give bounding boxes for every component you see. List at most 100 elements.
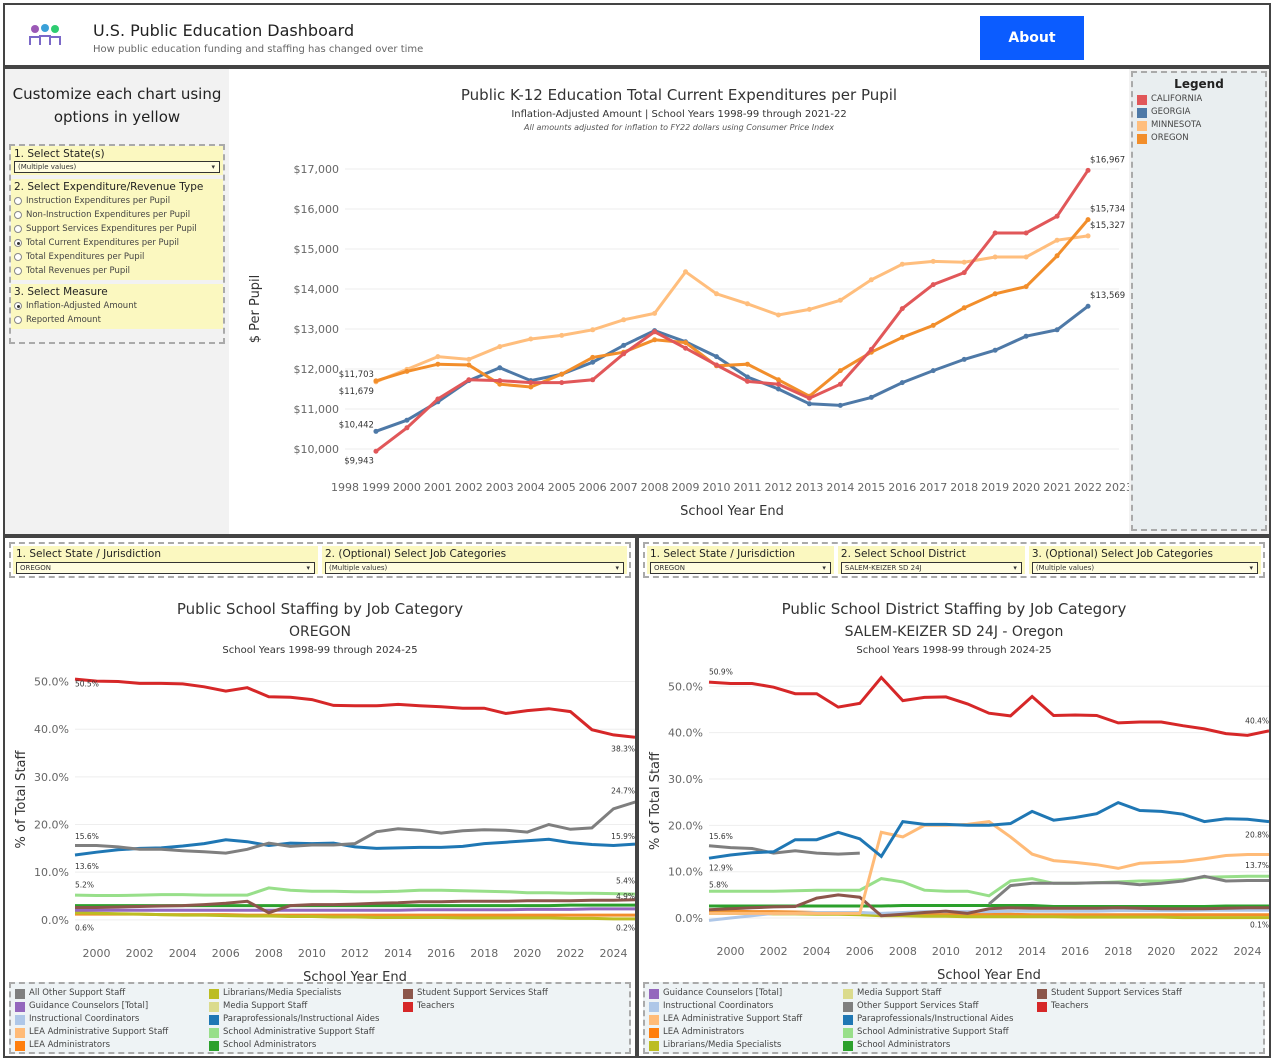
x-tick-label: 2016 — [888, 481, 916, 494]
legend-item[interactable]: Student Support Services Staff — [403, 987, 603, 1000]
legend-label: Paraprofessionals/Instructional Aides — [857, 1014, 1014, 1024]
job-category-dropdown[interactable]: (Multiple values) — [1031, 562, 1258, 574]
state-dropdown[interactable]: (Multiple values) — [14, 161, 220, 173]
x-tick-label: 2014 — [826, 481, 854, 494]
jurisdiction-dropdown[interactable]: OREGON — [650, 562, 831, 574]
legend-item[interactable]: Guidance Counselors [Total] — [15, 1000, 209, 1013]
legend-swatch — [649, 1014, 659, 1025]
legend-item[interactable]: Guidance Counselors [Total] — [649, 987, 843, 1000]
y-tick-label: 20.0% — [34, 819, 69, 832]
measure-filter: 3. Select Measure Inflation-Adjusted Amo… — [11, 284, 223, 329]
data-label: 0.6% — [75, 923, 94, 932]
y-axis-label: % of Total Staff — [648, 751, 663, 850]
legend-item[interactable]: Paraprofessionals/Instructional Aides — [843, 1013, 1037, 1026]
x-tick-label: 2009 — [672, 481, 700, 494]
filter-group: 1. Select State(s) (Multiple values) 2. … — [9, 144, 225, 344]
data-label: 20.8% — [1245, 830, 1269, 839]
district-control: 2. Select School District SALEM-KEIZER SD… — [837, 546, 1025, 574]
legend-item[interactable]: Instructional Coordinators — [649, 1000, 843, 1013]
legend-swatch — [1137, 94, 1147, 105]
legend-item[interactable]: LEA Administrative Support Staff — [15, 1026, 209, 1039]
legend-item[interactable]: Teachers — [403, 1000, 603, 1013]
radio-icon[interactable] — [14, 225, 22, 233]
jurisdiction-dropdown[interactable]: OREGON — [16, 562, 315, 574]
radio-icon[interactable] — [14, 239, 22, 247]
x-axis-label: School Year End — [303, 970, 407, 985]
radio-label: Instruction Expenditures per Pupil — [26, 196, 171, 206]
radio-icon[interactable] — [14, 267, 22, 275]
about-button[interactable]: About — [980, 16, 1084, 60]
radio-option[interactable]: Total Current Expenditures per Pupil — [14, 236, 220, 250]
legend-swatch — [649, 1027, 659, 1038]
legend-label: Guidance Counselors [Total] — [29, 1001, 149, 1011]
legend-swatch — [1137, 120, 1147, 131]
legend-item[interactable]: Paraprofessionals/Instructional Aides — [209, 1013, 403, 1026]
legend-item[interactable]: Librarians/Media Specialists — [649, 1039, 843, 1052]
legend-label: MINNESOTA — [1151, 120, 1202, 130]
job-category-dropdown[interactable]: (Multiple values) — [325, 562, 624, 574]
radio-option[interactable]: Reported Amount — [14, 313, 220, 327]
radio-icon[interactable] — [14, 253, 22, 261]
legend-item[interactable]: MINNESOTA — [1137, 119, 1261, 132]
legend-item[interactable]: School Administrative Support Staff — [843, 1026, 1037, 1039]
job-category-control: 3. (Optional) Select Job Categories (Mult… — [1028, 546, 1261, 574]
legend-item[interactable]: School Administrative Support Staff — [209, 1026, 403, 1039]
data-label: 5.4% — [616, 877, 635, 886]
radio-option[interactable]: Inflation-Adjusted Amount — [14, 299, 220, 313]
x-tick-label: 2006 — [579, 481, 607, 494]
series-line-student-support-services-staff — [75, 898, 635, 915]
legend-label: Teachers — [417, 1001, 455, 1011]
job-category-label: 2. (Optional) Select Job Categories — [325, 548, 507, 560]
radio-icon[interactable] — [14, 316, 22, 324]
radio-option[interactable]: Support Services Expenditures per Pupil — [14, 222, 220, 236]
radio-icon[interactable] — [14, 302, 22, 310]
legend-item[interactable]: Instructional Coordinators — [15, 1013, 209, 1026]
legend-item[interactable]: Media Support Staff — [209, 1000, 403, 1013]
legend-item[interactable]: School Administrators — [843, 1039, 1037, 1052]
legend-item[interactable]: CALIFORNIA — [1137, 93, 1261, 106]
legend-label: Instructional Coordinators — [663, 1001, 774, 1011]
series-line-school-administrators — [709, 904, 1269, 908]
series-line-school-administrative-support-staff — [74, 886, 635, 897]
data-label: 50.9% — [709, 668, 733, 677]
x-tick-label: 2001 — [424, 481, 452, 494]
legend-item[interactable]: OREGON — [1137, 132, 1261, 145]
x-tick-label: 2012 — [341, 947, 369, 960]
legend-item[interactable]: Other Support Services Staff — [843, 1000, 1037, 1013]
radio-label: Reported Amount — [26, 315, 101, 325]
radio-option[interactable]: Non-Instruction Expenditures per Pupil — [14, 208, 220, 222]
data-label: $9,943 — [344, 456, 374, 466]
x-tick-label: 2014 — [384, 947, 412, 960]
y-tick-label: 0.0% — [41, 914, 69, 927]
data-label: $10,442 — [339, 420, 374, 430]
x-axis-label: School Year End — [680, 504, 784, 519]
legend-swatch — [15, 1014, 25, 1025]
legend-item[interactable]: Teachers — [1037, 1000, 1237, 1013]
radio-option[interactable]: Total Revenues per Pupil — [14, 264, 220, 278]
radio-icon[interactable] — [14, 211, 22, 219]
legend-swatch — [15, 1027, 25, 1038]
legend-item[interactable]: Librarians/Media Specialists — [209, 987, 403, 1000]
x-tick-label: 2002 — [455, 481, 483, 494]
legend-item[interactable]: Student Support Services Staff — [1037, 987, 1237, 1000]
district-dropdown[interactable]: SALEM-KEIZER SD 24J — [840, 562, 1022, 574]
data-label: 13.6% — [75, 862, 99, 871]
legend-item[interactable]: LEA Administrators — [15, 1039, 209, 1052]
legend-item[interactable]: LEA Administrators — [649, 1026, 843, 1039]
district-label: 2. Select School District — [840, 548, 966, 560]
y-tick-label: 10.0% — [668, 866, 703, 879]
legend-item[interactable]: GEORGIA — [1137, 106, 1261, 119]
legend-item[interactable]: Media Support Staff — [843, 987, 1037, 1000]
x-tick-label: 2023 — [1105, 481, 1129, 494]
legend-item[interactable]: LEA Administrative Support Staff — [649, 1013, 843, 1026]
radio-option[interactable]: Instruction Expenditures per Pupil — [14, 194, 220, 208]
x-tick-label: 2005 — [548, 481, 576, 494]
x-tick-label: 2007 — [610, 481, 638, 494]
legend-item[interactable]: All Other Support Staff — [15, 987, 209, 1000]
radio-icon[interactable] — [14, 197, 22, 205]
radio-option[interactable]: Total Expenditures per Pupil — [14, 250, 220, 264]
y-tick-label: $11,000 — [294, 403, 340, 416]
y-tick-label: 30.0% — [668, 773, 703, 786]
x-tick-label: 2018 — [1104, 945, 1132, 958]
legend-item[interactable]: School Administrators — [209, 1039, 403, 1052]
